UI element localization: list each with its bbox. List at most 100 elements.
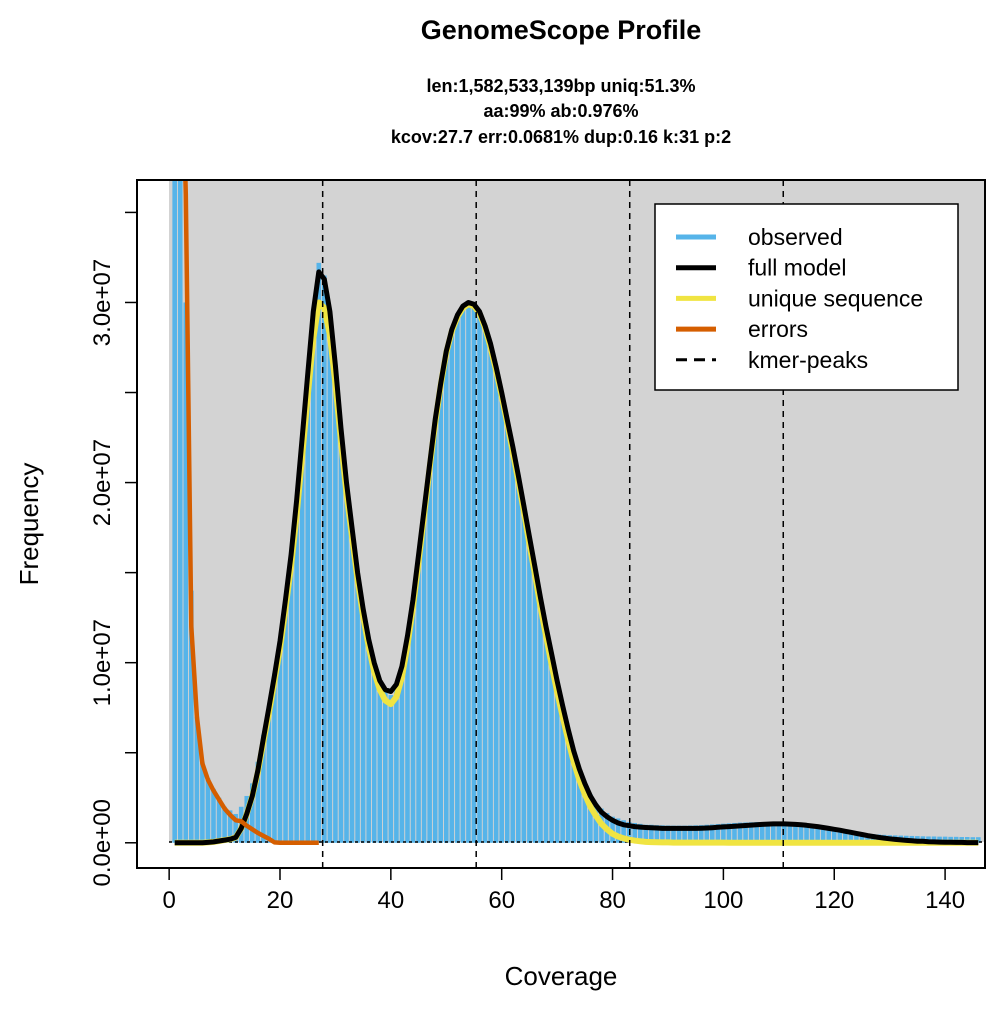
observed-bar: [388, 695, 394, 843]
y-tick-label: 0.0e+00: [89, 799, 116, 886]
observed-bar: [261, 734, 266, 843]
observed-bar: [488, 343, 493, 843]
observed-bar: [449, 329, 455, 843]
observed-bar: [427, 464, 432, 843]
observed-bar: [593, 803, 599, 843]
observed-bar: [704, 824, 710, 843]
observed-bar: [504, 419, 510, 843]
observed-bar: [200, 761, 205, 843]
observed-bar: [272, 673, 277, 843]
observed-bar: [637, 823, 643, 843]
observed-bar: [687, 825, 693, 843]
observed-bar: [288, 554, 294, 843]
observed-bar: [976, 837, 981, 843]
observed-bars: [172, 180, 981, 843]
observed-bar: [277, 641, 283, 843]
observed-bar: [482, 325, 488, 843]
y-tick-label: 2.0e+07: [89, 439, 116, 526]
chart-title: GenomeScope Profile: [421, 15, 702, 45]
observed-bar: [676, 825, 682, 843]
observed-bar: [732, 822, 737, 843]
y-tick-label: 3.0e+07: [89, 259, 116, 346]
observed-bar: [349, 527, 355, 843]
observed-bar: [765, 822, 771, 843]
observed-bar: [721, 823, 726, 843]
observed-bar: [421, 509, 427, 843]
observed-bar: [227, 810, 233, 843]
observed-bar: [782, 822, 787, 843]
observed-bar: [172, 180, 177, 843]
observed-bar: [804, 825, 809, 843]
x-tick-label: 80: [599, 887, 626, 914]
observed-bar: [283, 599, 288, 843]
observed-bar: [715, 824, 721, 843]
observed-bar: [177, 180, 183, 843]
observed-bar: [371, 662, 377, 843]
y-axis-label: Frequency: [14, 463, 44, 586]
observed-bar: [693, 825, 698, 843]
legend-label: observed: [748, 224, 843, 250]
observed-bar: [809, 826, 815, 843]
y-tick-label: 1.0e+07: [89, 619, 116, 706]
x-axis: 0 20 40 60 80 100 120 140: [162, 867, 965, 914]
observed-bar: [543, 626, 549, 843]
observed-bar: [455, 315, 460, 843]
observed-bar: [521, 505, 527, 843]
observed-bar: [737, 822, 743, 843]
observed-bar: [710, 824, 715, 843]
subtitle-line-2: aa:99% ab:0.976%: [483, 101, 638, 121]
observed-bar: [743, 822, 748, 843]
observed-bar: [299, 437, 305, 843]
observed-bar: [383, 689, 388, 843]
x-tick-label: 120: [814, 887, 854, 914]
observed-bar: [338, 428, 344, 843]
observed-bar: [211, 788, 216, 843]
observed-bar: [565, 729, 571, 843]
observed-bar: [726, 823, 732, 843]
observed-bar: [549, 653, 554, 843]
observed-bar: [510, 446, 516, 843]
observed-bar: [471, 304, 477, 843]
model-lines: [174, 180, 979, 846]
observed-bar: [183, 302, 189, 843]
observed-bar: [360, 608, 366, 843]
observed-bar: [776, 822, 782, 843]
legend-label: errors: [748, 316, 808, 342]
observed-bar: [405, 635, 410, 843]
observed-bar: [632, 822, 638, 843]
observed-bar: [831, 829, 837, 843]
observed-bar: [189, 590, 194, 843]
observed-bar: [610, 816, 615, 843]
observed-bar: [366, 639, 371, 843]
observed-bar: [499, 392, 504, 843]
observed-bar: [865, 833, 870, 843]
observed-bar: [671, 825, 676, 843]
observed-bar: [255, 761, 261, 843]
legend-label: unique sequence: [748, 285, 923, 311]
subtitle-line-1: len:1,582,533,139bp uniq:51.3%: [426, 76, 695, 96]
observed-bar: [316, 262, 322, 843]
errors-line: [183, 180, 319, 846]
observed-bar: [820, 828, 826, 843]
observed-bar: [477, 311, 482, 843]
observed-bar: [294, 500, 299, 843]
x-tick-label: 40: [377, 887, 404, 914]
observed-bar: [843, 831, 848, 843]
observed-bar: [333, 365, 338, 843]
observed-bar: [649, 824, 654, 843]
observed-bar: [748, 822, 754, 843]
observed-bar: [826, 828, 832, 843]
observed-bar: [233, 813, 238, 843]
observed-bar: [305, 374, 311, 843]
observed-bar: [310, 311, 316, 843]
observed-bar: [759, 822, 765, 843]
observed-bar: [576, 768, 582, 843]
observed-bar: [355, 572, 360, 843]
observed-bar: [698, 825, 704, 843]
observed-bar: [588, 794, 593, 843]
observed-bar: [266, 705, 272, 843]
legend-label: full model: [748, 255, 846, 281]
full-model-line: [174, 269, 979, 846]
x-tick-label: 60: [488, 887, 515, 914]
